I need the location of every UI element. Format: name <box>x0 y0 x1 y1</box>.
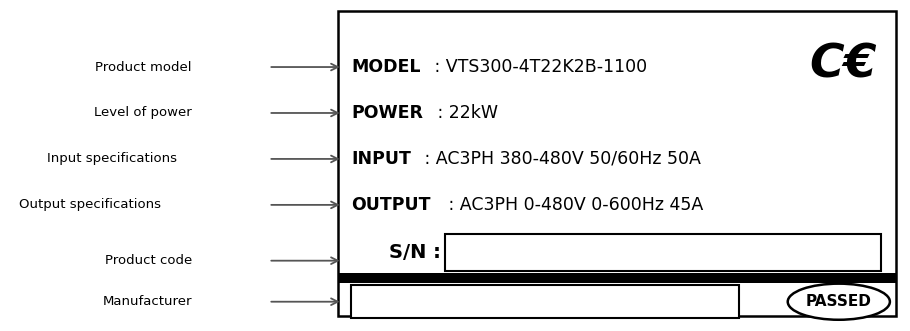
Text: : AC3PH 0-480V 0-600Hz 45A: : AC3PH 0-480V 0-600Hz 45A <box>443 196 703 214</box>
Text: Input specifications: Input specifications <box>46 153 177 166</box>
Text: INPUT: INPUT <box>351 150 411 168</box>
Bar <box>445 234 881 270</box>
Bar <box>339 273 895 283</box>
Bar <box>351 285 739 318</box>
Text: : AC3PH 380-480V 50/60Hz 50A: : AC3PH 380-480V 50/60Hz 50A <box>420 150 701 168</box>
Text: MODEL: MODEL <box>351 58 420 76</box>
Bar <box>339 11 895 316</box>
Text: OUTPUT: OUTPUT <box>351 196 430 214</box>
Text: Manufacturer: Manufacturer <box>102 295 192 308</box>
Text: : VTS300-4T22K2B-1100: : VTS300-4T22K2B-1100 <box>430 58 648 76</box>
Text: POWER: POWER <box>351 104 423 122</box>
Text: Product code: Product code <box>105 254 192 267</box>
Text: Level of power: Level of power <box>94 107 192 119</box>
Text: S/N :: S/N : <box>389 243 441 262</box>
Text: Product model: Product model <box>96 61 192 73</box>
Ellipse shape <box>788 284 890 320</box>
Text: Output specifications: Output specifications <box>19 198 161 212</box>
Text: PASSED: PASSED <box>806 294 872 309</box>
Text: : 22kW: : 22kW <box>432 104 498 122</box>
Text: C€: C€ <box>809 43 877 88</box>
